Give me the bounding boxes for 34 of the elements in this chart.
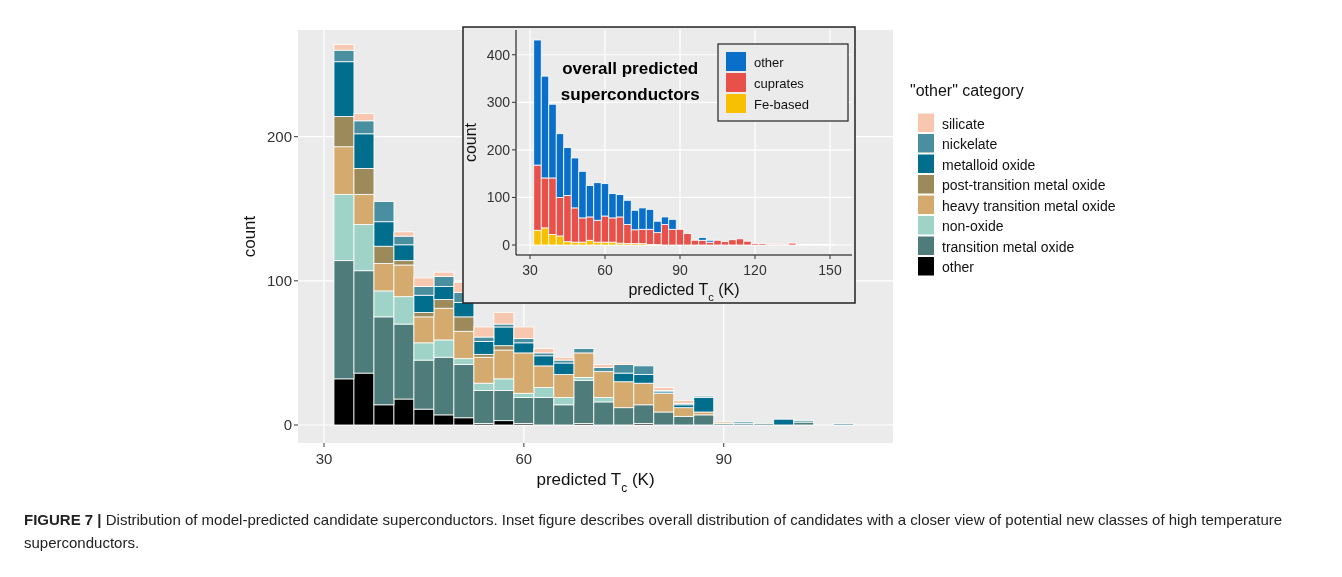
y-tick-label: 0 <box>283 416 292 434</box>
y-tick-label: 200 <box>486 141 511 158</box>
y-tick-label: 400 <box>486 46 511 63</box>
x-tick-label: 150 <box>818 262 842 278</box>
y-tick-label: 100 <box>486 189 511 206</box>
y-axis-title: count <box>461 122 479 163</box>
legend-label: transition metal oxide <box>942 238 1075 255</box>
x-tick-label: 90 <box>672 262 688 278</box>
legend-label: cuprates <box>754 76 805 92</box>
caption: FIGURE 7 | Distribution of model-predicted candidate superconductors. Inset figure describes overall distribution of candidates with a closer view of potential new classes of high temperature superconductors. <box>24 511 1283 551</box>
legend-label: nickelate <box>942 136 998 153</box>
y-axis-title: count <box>240 215 259 258</box>
x-tick-label: 120 <box>743 262 767 278</box>
legend-title: "other" category <box>910 81 1024 99</box>
x-tick-label: 30 <box>315 450 333 467</box>
legend-label: Fe-based <box>754 97 809 113</box>
y-tick-label: 200 <box>266 127 292 145</box>
text: overall predicted superconductors <box>560 59 700 104</box>
legend-label: other <box>754 55 785 71</box>
legend-label: heavy transition metal oxide <box>942 197 1116 214</box>
x-axis-title: predicted T$_{c}$ (K) <box>536 470 655 495</box>
x-tick-label: 90 <box>715 450 733 467</box>
legend-label: other <box>942 259 975 276</box>
x-tick-label: 60 <box>515 450 533 467</box>
legend-label: silicate <box>942 115 986 132</box>
legend-label: non-oxide <box>942 218 1004 235</box>
y-tick-label: 300 <box>486 94 511 111</box>
legend-label: post-transition metal oxide <box>942 177 1106 194</box>
y-tick-label: 100 <box>266 272 292 290</box>
y-tick-label: 0 <box>502 236 511 253</box>
x-axis-title: predicted T$_{c}$ (K) <box>628 280 740 303</box>
legend-label: metalloid oxide <box>942 156 1036 173</box>
x-tick-label: 30 <box>522 262 538 278</box>
x-tick-label: 60 <box>597 262 613 278</box>
